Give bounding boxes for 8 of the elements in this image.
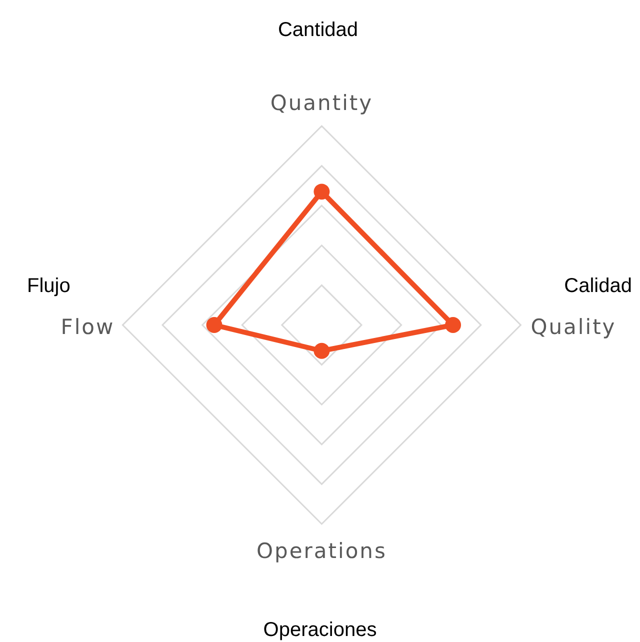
text: Operaciones xyxy=(263,619,377,641)
spoke-label: Quality xyxy=(530,315,616,339)
text: Cantidad xyxy=(278,19,358,41)
spoke-label: Flow xyxy=(60,315,115,339)
spoke-label: Operations xyxy=(256,539,387,563)
text: Flujo xyxy=(27,275,70,297)
spoke-label: Quantity xyxy=(270,91,374,115)
text: Calidad xyxy=(564,275,632,297)
